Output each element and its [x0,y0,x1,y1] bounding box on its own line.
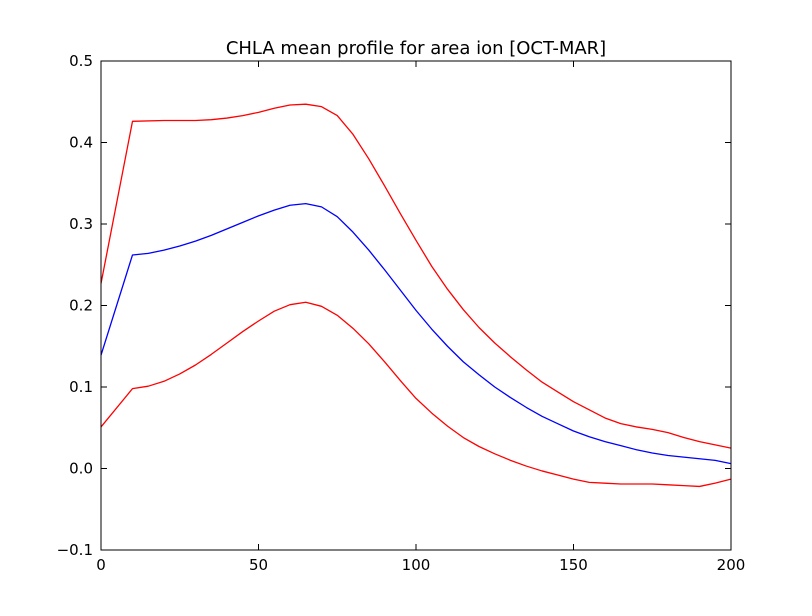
y-tick-label: −0.1 [57,541,93,559]
y-tick-label: 0.2 [69,297,93,315]
x-tick-label: 200 [717,556,746,574]
y-tick-label: 0.3 [69,215,93,233]
y-tick-label: 0.0 [69,460,93,478]
series-layer [101,103,731,488]
x-tick-label: 0 [96,556,106,574]
y-tick-label: 0.5 [69,52,93,70]
axes-layer: 0 50 100 150 200 −0.1 0.0 0.1 0.2 0.3 0.4 0.5 [57,52,746,574]
chart-title: CHLA mean profile for area ion [OCT-MAR] [226,38,606,59]
x-tick-label: 150 [559,556,588,574]
x-tick-label: 50 [249,556,268,574]
series-line-3 [101,301,731,488]
series-line-2 [101,103,731,449]
x-tick-label: 100 [402,556,431,574]
y-tick-label: 0.1 [69,378,93,396]
plot-area [101,103,731,488]
series-line-1 [101,202,731,465]
plot-frame [100,60,732,551]
y-tick-label: 0.4 [69,134,93,152]
